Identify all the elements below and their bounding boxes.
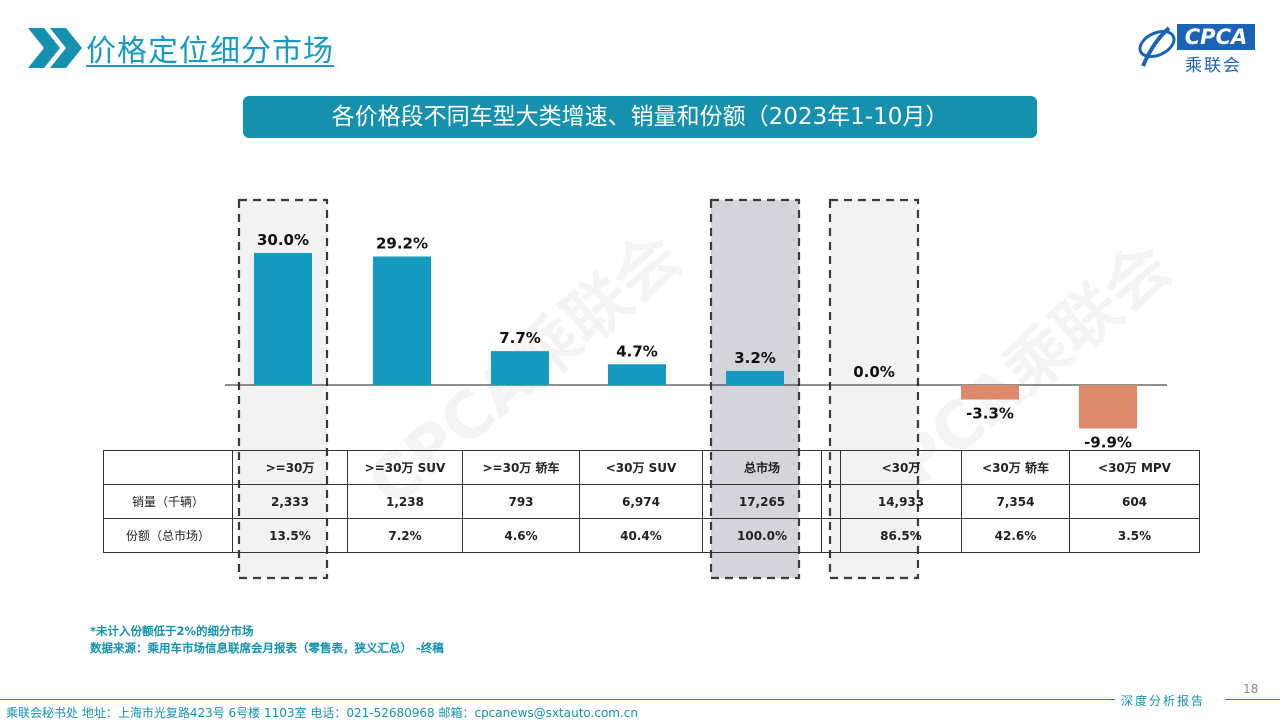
chart-banner-title: 各价格段不同车型大类增速、销量和份额（2023年1-10月） xyxy=(243,96,1037,138)
table-row: 销量（千辆） 2,333 1,238 793 6,974 17,265 14,933 7,35… xyxy=(103,484,1200,519)
table-cell: 793 xyxy=(462,484,580,519)
table-corner xyxy=(103,450,233,485)
table-cell: 2,333 xyxy=(232,484,348,519)
column-header: <30万 轿车 xyxy=(961,450,1070,485)
footer-divider-right xyxy=(1225,699,1280,700)
table-spacer xyxy=(821,518,841,553)
table-cell: 3.5% xyxy=(1069,518,1200,553)
table-cell: 14,933 xyxy=(840,484,962,519)
bar xyxy=(726,370,784,385)
notes: *未计入份额低于2%的细分市场 数据来源：乘用车市场信息联席会月报表（零售表，狭… xyxy=(90,623,444,657)
bar xyxy=(491,351,549,385)
data-label: 0.0% xyxy=(853,363,895,381)
column-header: <30万 xyxy=(840,450,962,485)
bar xyxy=(1079,385,1137,429)
table-header-row: >=30万 >=30万 SUV >=30万 轿车 <30万 SUV 总市场 <30万 <30… xyxy=(103,450,1200,485)
table-cell: 86.5% xyxy=(840,518,962,553)
table-cell: 17,265 xyxy=(702,484,822,519)
note-source: 数据来源：乘用车市场信息联席会月报表（零售表，狭义汇总） -终稿 xyxy=(90,641,444,655)
table-cell: 4.6% xyxy=(462,518,580,553)
data-label: -9.9% xyxy=(1084,434,1132,452)
column-header: >=30万 轿车 xyxy=(462,450,580,485)
table-cell: 7,354 xyxy=(961,484,1070,519)
table-cell: 42.6% xyxy=(961,518,1070,553)
data-label: 7.7% xyxy=(499,329,541,347)
logo-text: CPCA xyxy=(1177,24,1255,50)
table-cell: 13.5% xyxy=(232,518,348,553)
column-header: <30万 MPV xyxy=(1069,450,1200,485)
column-header: >=30万 SUV xyxy=(347,450,463,485)
column-header: >=30万 xyxy=(232,450,348,485)
bar xyxy=(608,364,666,385)
sales-share-table: >=30万 >=30万 SUV >=30万 轿车 <30万 SUV 总市场 <30万 <30… xyxy=(103,450,1200,553)
row-header: 份额（总市场） xyxy=(103,518,233,553)
page-number: 18 xyxy=(1243,682,1259,696)
cpca-logo: CPCA 乘联会 xyxy=(1135,22,1255,76)
cpca-swirl-icon xyxy=(1138,26,1176,67)
column-header: 总市场 xyxy=(702,450,822,485)
chevron-logo-icon xyxy=(28,28,82,68)
table-cell: 7.2% xyxy=(347,518,463,553)
data-label: 4.7% xyxy=(616,342,658,360)
table-cell: 604 xyxy=(1069,484,1200,519)
table-cell: 40.4% xyxy=(579,518,703,553)
bar xyxy=(373,256,431,385)
table-spacer xyxy=(821,484,841,519)
data-label: 29.2% xyxy=(376,235,428,253)
footer-divider xyxy=(0,699,1210,700)
table-row: 份额（总市场） 13.5% 7.2% 4.6% 40.4% 100.0% 86.5% 42.6… xyxy=(103,518,1200,553)
data-label: 30.0% xyxy=(257,231,309,249)
logo-cn-text: 乘联会 xyxy=(1185,56,1242,76)
table-cell: 1,238 xyxy=(347,484,463,519)
data-label: 3.2% xyxy=(734,349,776,367)
table-cell: 6,974 xyxy=(579,484,703,519)
data-label: -3.3% xyxy=(966,405,1014,423)
report-label: 深度分析报告 xyxy=(1115,692,1212,709)
footer-contact: 乘联会秘书处 地址：上海市光复路423号 6号楼 1103室 电话：021-52… xyxy=(6,706,639,720)
page-title: 价格定位细分市场 xyxy=(86,34,334,69)
table-spacer xyxy=(821,450,841,485)
bar xyxy=(254,253,312,385)
note-exclusion: *未计入份额低于2%的细分市场 xyxy=(90,624,254,638)
row-header: 销量（千辆） xyxy=(103,484,233,519)
table-cell: 100.0% xyxy=(702,518,822,553)
column-header: <30万 SUV xyxy=(579,450,703,485)
bar xyxy=(961,385,1019,400)
